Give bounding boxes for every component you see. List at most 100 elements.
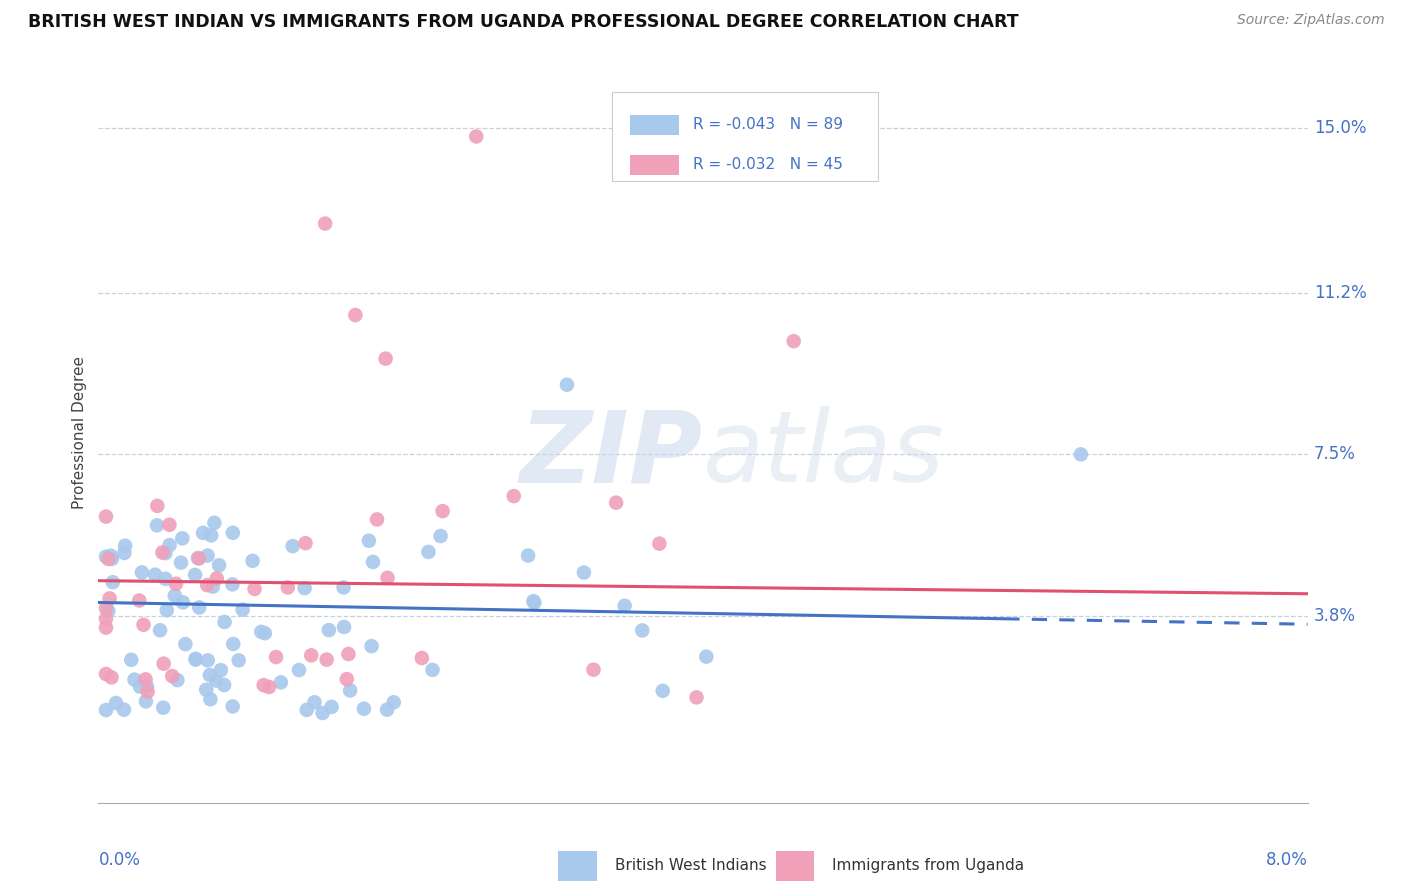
Point <box>314 217 336 231</box>
Point <box>136 684 159 698</box>
Point <box>155 546 177 560</box>
Point <box>228 653 250 667</box>
Point <box>375 703 398 717</box>
Point <box>159 538 181 552</box>
Point <box>377 571 399 585</box>
Point <box>172 595 194 609</box>
Point <box>648 536 671 550</box>
Point <box>264 650 287 665</box>
Point <box>253 626 276 640</box>
Point <box>135 673 157 687</box>
Point <box>104 696 127 710</box>
Point <box>523 596 546 610</box>
Bar <box>630 114 679 136</box>
Point <box>242 554 264 568</box>
Point <box>163 589 186 603</box>
Point <box>136 679 159 693</box>
Point <box>101 575 124 590</box>
Point <box>695 649 717 664</box>
Point <box>613 599 636 613</box>
Point <box>1070 447 1092 461</box>
Point <box>97 604 120 618</box>
Bar <box>630 154 679 175</box>
Point <box>165 576 187 591</box>
Point <box>208 558 231 573</box>
Point <box>422 663 444 677</box>
Text: 11.2%: 11.2% <box>1313 285 1367 302</box>
Point <box>129 680 152 694</box>
Point <box>188 600 211 615</box>
Point <box>128 593 150 607</box>
Point <box>184 652 207 666</box>
Point <box>555 377 578 392</box>
Point <box>522 594 544 608</box>
Point <box>243 582 266 596</box>
Bar <box>613 92 879 181</box>
Point <box>361 555 384 569</box>
Point <box>631 624 654 638</box>
Point <box>517 549 540 563</box>
Point <box>295 703 318 717</box>
Point <box>651 683 673 698</box>
Point <box>146 518 169 533</box>
Point <box>135 694 157 708</box>
Point <box>429 529 451 543</box>
Point <box>304 695 326 709</box>
Point <box>191 525 214 540</box>
Point <box>160 669 183 683</box>
Point <box>418 545 440 559</box>
Point <box>184 568 207 582</box>
Point <box>222 525 245 540</box>
Point <box>232 602 254 616</box>
Point <box>94 549 117 564</box>
Text: R = -0.032   N = 45: R = -0.032 N = 45 <box>693 157 844 172</box>
Point <box>98 591 121 606</box>
Point <box>214 615 236 629</box>
Point <box>166 673 188 687</box>
Point <box>94 703 117 717</box>
Point <box>205 571 228 585</box>
Point <box>94 621 117 635</box>
Point <box>149 624 172 638</box>
Point <box>502 489 524 503</box>
Point <box>152 700 174 714</box>
Point <box>187 551 209 566</box>
Point <box>131 566 153 580</box>
Point <box>360 639 382 653</box>
Point <box>101 552 124 566</box>
Point <box>197 549 219 563</box>
Point <box>159 517 181 532</box>
Point <box>294 581 316 595</box>
Point <box>97 552 120 566</box>
Point <box>197 653 219 667</box>
Point <box>333 620 356 634</box>
Text: Immigrants from Uganda: Immigrants from Uganda <box>832 858 1025 873</box>
Bar <box>776 851 814 880</box>
Point <box>337 647 360 661</box>
Text: R = -0.043   N = 89: R = -0.043 N = 89 <box>693 118 844 132</box>
Point <box>411 651 433 665</box>
Point <box>336 672 359 686</box>
Point <box>318 623 340 637</box>
Point <box>114 539 136 553</box>
Text: atlas: atlas <box>703 407 945 503</box>
Point <box>94 667 117 681</box>
Point <box>209 663 232 677</box>
Point <box>150 545 173 559</box>
Point <box>156 603 179 617</box>
Point <box>288 663 311 677</box>
Point <box>94 612 117 626</box>
Point <box>143 567 166 582</box>
Point <box>184 652 207 666</box>
Text: BRITISH WEST INDIAN VS IMMIGRANTS FROM UGANDA PROFESSIONAL DEGREE CORRELATION CH: BRITISH WEST INDIAN VS IMMIGRANTS FROM U… <box>28 13 1019 31</box>
Text: 8.0%: 8.0% <box>1265 851 1308 869</box>
Point <box>212 678 235 692</box>
Point <box>311 706 333 720</box>
Point <box>366 512 388 526</box>
Point <box>357 533 380 548</box>
Point <box>146 499 169 513</box>
Point <box>155 572 177 586</box>
Point <box>200 692 222 706</box>
Point <box>205 673 228 688</box>
Point <box>582 663 605 677</box>
